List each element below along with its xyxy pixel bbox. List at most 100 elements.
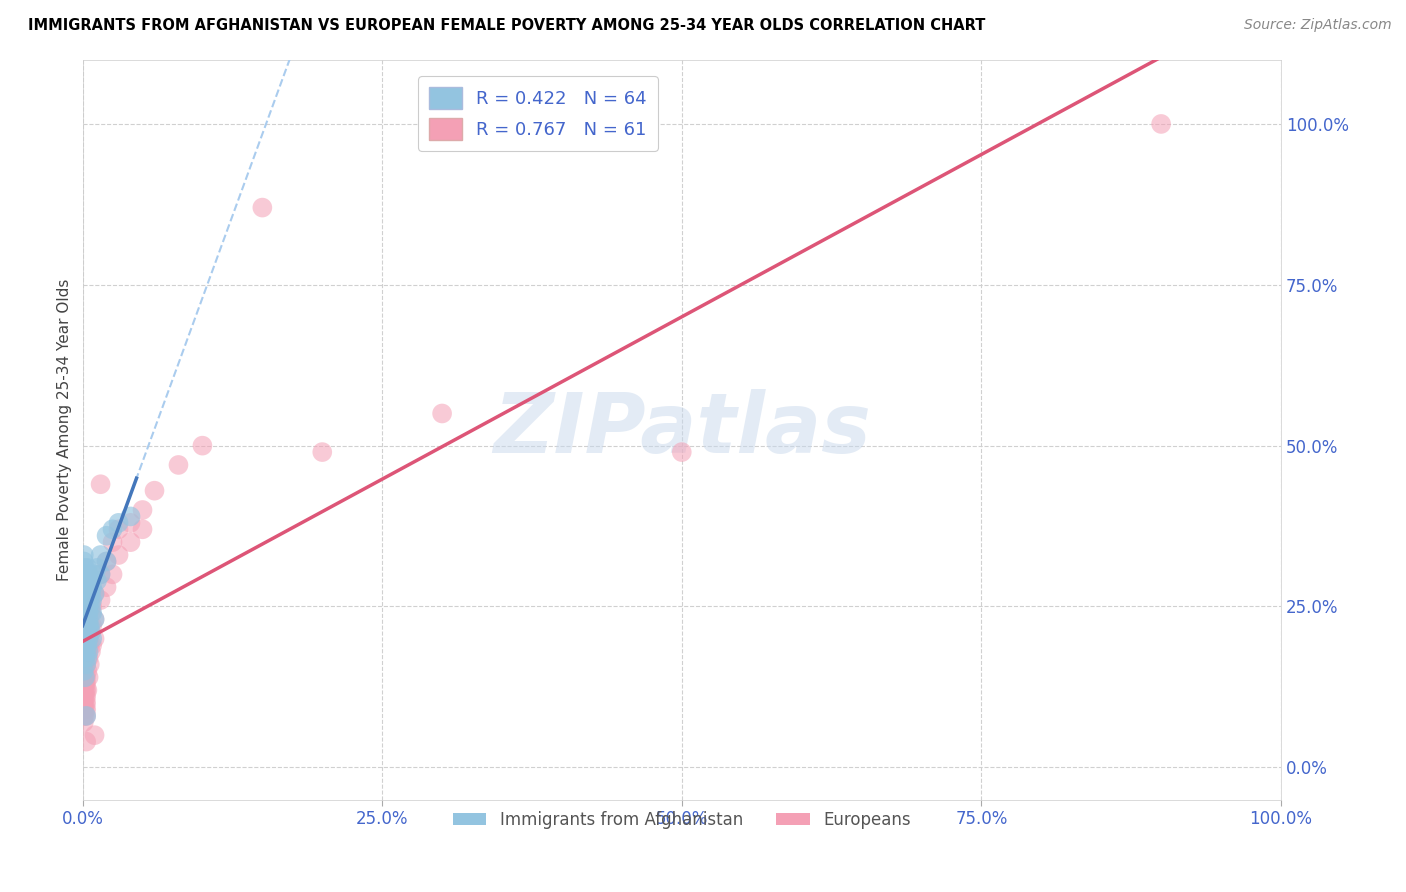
Point (77, 632, 100, 646)
Point (76, 606, 98, 620)
Point (73, 612, 96, 626)
Point (82, 632, 104, 646)
Point (75, 593, 97, 607)
Point (131, 503, 153, 517)
Point (76, 587, 98, 601)
Point (79, 657, 101, 672)
Point (73, 676, 96, 690)
Point (75, 580, 97, 594)
Point (73, 664, 96, 678)
Point (79, 593, 101, 607)
Point (90, 567, 112, 582)
Point (96, 580, 118, 594)
Point (75, 734, 97, 748)
Point (90, 567, 112, 582)
Point (73, 709, 96, 723)
Point (107, 548, 129, 562)
Point (101, 522, 124, 536)
Point (77, 651, 100, 665)
Point (101, 567, 124, 582)
Point (75, 644, 97, 658)
Point (79, 587, 101, 601)
Point (75, 709, 97, 723)
Point (86, 574, 108, 588)
Text: ZIPatlas: ZIPatlas (494, 389, 870, 470)
Point (75, 567, 97, 582)
Point (82, 599, 104, 614)
Point (96, 554, 118, 568)
Point (76, 625, 98, 640)
Point (73, 574, 96, 588)
Point (76, 664, 98, 678)
Point (75, 676, 97, 690)
Point (73, 548, 96, 562)
Point (73, 676, 96, 690)
Point (76, 632, 98, 646)
Point (167, 458, 190, 472)
Point (82, 619, 104, 633)
Point (77, 580, 100, 594)
Point (252, 201, 274, 215)
Point (77, 670, 100, 684)
Point (83, 587, 105, 601)
Point (73, 580, 96, 594)
Point (73, 567, 96, 582)
Point (83, 728, 105, 742)
Text: Source: ZipAtlas.com: Source: ZipAtlas.com (1244, 18, 1392, 32)
Point (77, 606, 100, 620)
Point (131, 522, 153, 536)
Point (73, 690, 96, 704)
Point (77, 612, 100, 626)
Point (76, 644, 98, 658)
Point (76, 638, 98, 652)
Point (311, 445, 333, 459)
Point (73, 599, 96, 614)
Point (73, 696, 96, 710)
Point (75, 709, 97, 723)
Point (77, 567, 100, 582)
Point (76, 561, 98, 575)
Point (96, 554, 118, 568)
Point (90, 548, 112, 562)
Point (79, 580, 101, 594)
Point (76, 683, 98, 698)
Point (77, 619, 100, 633)
Point (79, 619, 101, 633)
Legend: Immigrants from Afghanistan, Europeans: Immigrants from Afghanistan, Europeans (446, 805, 917, 836)
Point (83, 587, 105, 601)
Point (73, 632, 96, 646)
Point (75, 599, 97, 614)
Point (90, 593, 112, 607)
Point (76, 593, 98, 607)
Point (73, 670, 96, 684)
Point (77, 632, 100, 646)
Point (107, 522, 129, 536)
Y-axis label: Female Poverty Among 25-34 Year Olds: Female Poverty Among 25-34 Year Olds (58, 278, 72, 581)
Point (82, 580, 104, 594)
Point (75, 670, 97, 684)
Point (191, 439, 214, 453)
Point (75, 657, 97, 672)
Point (83, 612, 105, 626)
Point (80, 587, 103, 601)
Point (73, 702, 96, 716)
Point (143, 483, 166, 498)
Point (73, 702, 96, 716)
Point (76, 574, 98, 588)
Point (75, 657, 97, 672)
Point (73, 561, 96, 575)
Point (80, 606, 103, 620)
Point (75, 690, 97, 704)
Point (73, 644, 96, 658)
Point (73, 651, 96, 665)
Point (120, 516, 142, 530)
Point (73, 696, 96, 710)
Point (82, 606, 104, 620)
Point (73, 683, 96, 698)
Point (83, 567, 105, 582)
Point (73, 587, 96, 601)
Point (73, 554, 96, 568)
Point (75, 683, 97, 698)
Point (430, 407, 453, 421)
Point (73, 709, 96, 723)
